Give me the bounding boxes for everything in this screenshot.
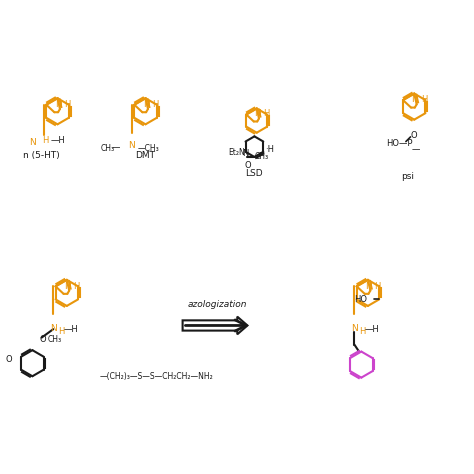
Text: —H: —H: [365, 325, 379, 334]
Text: O: O: [39, 335, 46, 344]
Text: H: H: [263, 109, 270, 118]
Text: H: H: [374, 282, 381, 291]
Text: N: N: [242, 149, 249, 158]
Text: —: —: [412, 145, 420, 154]
Text: —H: —H: [50, 136, 65, 145]
Text: H: H: [58, 328, 64, 337]
Text: H: H: [42, 136, 48, 145]
Text: N: N: [365, 282, 372, 291]
Text: —H: —H: [64, 325, 78, 334]
Text: H: H: [359, 328, 365, 337]
Text: psi: psi: [401, 172, 414, 181]
Text: N: N: [50, 324, 56, 333]
Text: N: N: [29, 138, 36, 147]
Text: HO: HO: [355, 295, 367, 304]
Text: N: N: [128, 141, 136, 150]
Text: N: N: [143, 100, 149, 109]
Text: O: O: [5, 356, 12, 364]
Text: ·H: ·H: [265, 145, 274, 154]
Text: n (5-HT): n (5-HT): [23, 151, 60, 160]
Text: CH₃: CH₃: [255, 152, 269, 161]
Text: azologization: azologization: [188, 300, 247, 309]
Text: CH₃: CH₃: [48, 335, 62, 344]
Text: —: —: [112, 144, 120, 153]
Text: H: H: [64, 100, 71, 109]
Text: LSD: LSD: [246, 170, 263, 179]
Text: N: N: [351, 324, 358, 333]
Text: Et₂N: Et₂N: [228, 147, 245, 156]
Text: N: N: [254, 109, 261, 118]
Text: N: N: [64, 282, 71, 291]
Text: DMT: DMT: [136, 151, 155, 160]
FancyArrow shape: [182, 317, 247, 334]
Text: H: H: [73, 282, 80, 291]
Text: N: N: [411, 95, 418, 104]
Text: H: H: [152, 100, 158, 109]
Text: HO—P: HO—P: [386, 139, 413, 148]
Text: H: H: [421, 95, 427, 104]
Text: —(CH₂)₃—S—S—CH₂CH₂—NH₂: —(CH₂)₃—S—S—CH₂CH₂—NH₂: [99, 372, 213, 381]
Text: O: O: [410, 131, 417, 140]
Text: CH₃: CH₃: [100, 144, 114, 153]
Text: O: O: [244, 161, 251, 170]
Text: N: N: [55, 100, 62, 109]
Text: —CH₃: —CH₃: [137, 144, 159, 153]
